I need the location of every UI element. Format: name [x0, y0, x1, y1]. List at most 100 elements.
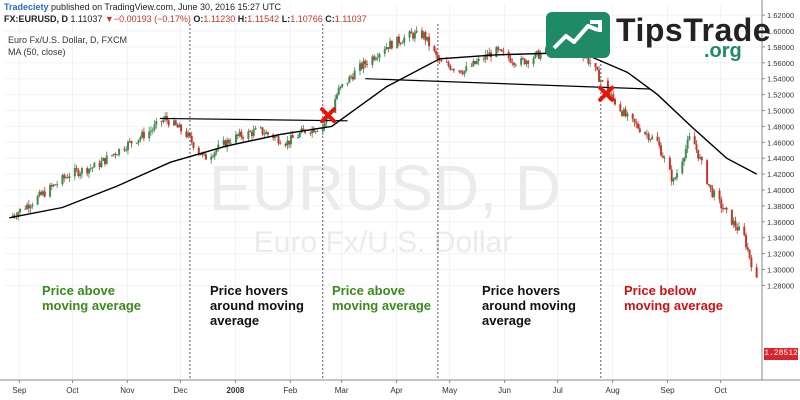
- candle-body: [116, 154, 119, 156]
- candle-body: [240, 131, 243, 138]
- candle-body: [130, 141, 133, 144]
- candle-body: [681, 161, 684, 174]
- candle-body: [17, 212, 20, 217]
- candle-body: [52, 184, 55, 187]
- candle-body: [114, 153, 117, 156]
- candle-body: [725, 207, 728, 210]
- candle-body: [649, 139, 652, 140]
- candle-body: [199, 153, 202, 156]
- candle-body: [222, 140, 225, 145]
- candle-body: [745, 235, 748, 248]
- candle-body: [296, 136, 299, 139]
- candle-body: [323, 122, 326, 128]
- candle-body: [277, 136, 280, 144]
- candle-body: [730, 209, 733, 225]
- candle-body: [350, 76, 353, 78]
- candle-body: [732, 220, 735, 225]
- candle-body: [203, 153, 206, 155]
- candle-body: [346, 82, 349, 85]
- candle-body: [265, 132, 268, 135]
- candle-body: [371, 56, 374, 65]
- candle-body: [748, 249, 751, 258]
- candle-body: [699, 157, 702, 159]
- candle-body: [155, 121, 158, 125]
- candle-body: [408, 31, 411, 38]
- candle-body: [29, 206, 32, 209]
- candle-body: [334, 98, 337, 113]
- candle-body: [488, 52, 491, 57]
- publisher-name[interactable]: Tradeciety: [4, 2, 49, 12]
- y-tick-label: 1.56000: [767, 59, 794, 68]
- candle-body: [105, 155, 108, 164]
- candle-body: [98, 162, 101, 167]
- candle-body: [275, 136, 278, 138]
- candle-body: [693, 136, 696, 145]
- x-tick-label: Mar: [335, 386, 349, 395]
- candle-body: [185, 131, 188, 137]
- candle-body: [373, 56, 376, 60]
- candle-body: [711, 188, 714, 197]
- x-tick-label: Nov: [120, 386, 134, 395]
- candle-body: [61, 175, 64, 185]
- candle-body: [64, 177, 67, 179]
- chart-legend: Euro Fx/U.S. Dollar, D, FXCM MA (50, clo…: [8, 34, 127, 58]
- candle-body: [403, 37, 406, 43]
- candle-body: [420, 30, 423, 39]
- cross-markers: [320, 85, 615, 124]
- y-tick-label: 1.50000: [767, 107, 794, 116]
- candle-body: [273, 136, 276, 139]
- candle-body: [387, 47, 390, 49]
- candle-body: [647, 133, 650, 140]
- candle-body: [621, 111, 624, 116]
- candle-body: [637, 123, 640, 129]
- y-tick-label: 1.34000: [767, 234, 794, 243]
- candle-body: [18, 208, 21, 213]
- candle-body: [227, 139, 230, 143]
- candle-body: [54, 184, 57, 186]
- candle-body: [254, 127, 257, 130]
- candle-body: [537, 50, 540, 59]
- x-tick-label: Dec: [173, 386, 187, 395]
- candle-body: [235, 134, 238, 143]
- candle-body: [341, 84, 344, 87]
- candle-body: [50, 185, 53, 187]
- candle-body: [36, 196, 39, 205]
- candle-body: [148, 131, 151, 139]
- candle-body: [111, 155, 114, 156]
- candle-body: [236, 134, 239, 136]
- candle-body: [88, 168, 91, 174]
- candle-body: [261, 127, 264, 135]
- trendline: [365, 78, 651, 90]
- logo-name: TipsTrade: [616, 12, 772, 48]
- candle-body: [242, 137, 245, 139]
- candle-body: [304, 129, 307, 133]
- candle-body: [447, 62, 450, 66]
- candle-body: [366, 64, 369, 65]
- candle-body: [622, 109, 625, 116]
- y-tick-label: 1.54000: [767, 75, 794, 84]
- candle-body: [412, 33, 415, 39]
- candle-body: [266, 132, 269, 135]
- x-tick-label: Sep: [660, 386, 675, 395]
- candle-body: [93, 162, 96, 168]
- candle-body: [38, 191, 41, 197]
- candle-body: [428, 36, 431, 47]
- candle-body: [511, 62, 514, 64]
- candle-body: [601, 80, 604, 82]
- candle-body: [396, 36, 399, 49]
- low-value: 1.10766: [290, 14, 323, 24]
- symbol-label: FX:EURUSD, D: [4, 14, 69, 24]
- candle-body: [523, 58, 526, 65]
- candle-body: [700, 157, 703, 161]
- candle-body: [670, 169, 673, 182]
- publish-header: Tradeciety published on TradingView.com,…: [0, 0, 800, 32]
- candle-body: [651, 136, 654, 140]
- candle-body: [151, 129, 154, 131]
- candle-body: [389, 40, 392, 49]
- candle-body: [43, 191, 46, 197]
- candle-body: [249, 131, 252, 133]
- candle-body: [755, 267, 758, 278]
- candle-body: [188, 132, 191, 136]
- candle-body: [215, 149, 218, 153]
